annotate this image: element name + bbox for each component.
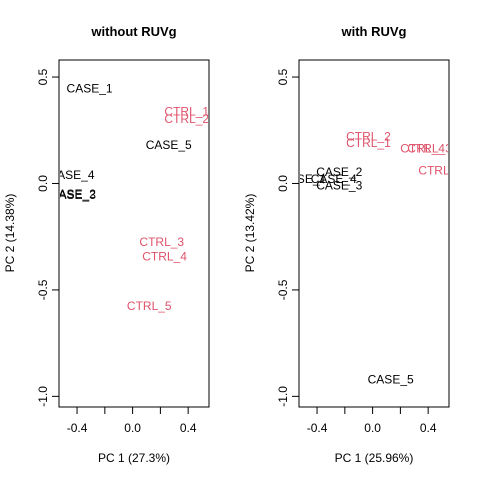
panel-left-title: without RUVg <box>90 24 176 39</box>
panel-left-x-axis: -0.4 0.0 0.4 <box>67 407 197 435</box>
left-point-case-2: CASE_2 <box>50 187 96 201</box>
panel-right-points: CASE_1CASE_2CASE_3CASE_4CASE_5CTRL_1CTRL… <box>280 130 463 387</box>
right-point-case-3: CASE_3 <box>316 179 362 193</box>
panel-right-plot-box <box>298 59 450 408</box>
right-y-tick-label: -1.0 <box>276 386 290 407</box>
panel-left-y-label: PC 2 (14.38%) <box>3 194 17 273</box>
panel-right-y-label: PC 2 (13.42%) <box>243 194 257 273</box>
left-point-case-4: CASE_4 <box>48 168 94 182</box>
left-point-case-5: CASE_5 <box>146 138 192 152</box>
left-point-ctrl-4: CTRL_4 <box>142 249 187 263</box>
left-y-tick-label: 0.0 <box>36 175 50 192</box>
left-x-tick-label: 0.0 <box>124 421 141 435</box>
panel-right: with RUVg -0.4 0.0 0.4 0.5 0.0 -0.5 -1.0 PC 1… <box>243 24 463 465</box>
right-y-tick-label: -0.5 <box>276 279 290 300</box>
left-point-ctrl-3: CTRL_3 <box>139 235 184 249</box>
left-y-tick-label: -1.0 <box>36 386 50 407</box>
right-point-ctrl-5: CTRL_5 <box>418 164 463 178</box>
left-point-case-3: CASE_3 <box>50 188 96 202</box>
left-x-tick-label: 0.4 <box>180 421 197 435</box>
panel-left-points: CASE_1CASE_2CASE_3CASE_4CASE_5CTRL_1CTRL… <box>48 82 209 313</box>
panel-left-x-label: PC 1 (27.3%) <box>98 451 170 465</box>
right-point-case-2: CASE_2 <box>316 165 362 179</box>
panel-left-plot-box <box>58 59 210 408</box>
right-point-case-5: CASE_5 <box>368 372 414 386</box>
right-point-ctrl-4: CTRL_4 <box>400 141 445 155</box>
left-point-ctrl-1: CTRL_1 <box>164 105 209 119</box>
right-x-tick-label: 0.4 <box>420 421 437 435</box>
left-y-tick-label: 0.5 <box>36 68 50 85</box>
left-point-case-1: CASE_1 <box>67 82 113 96</box>
panel-left-y-axis: 0.5 0.0 -0.5 -1.0 <box>36 68 59 407</box>
right-y-tick-label: 0.0 <box>276 175 290 192</box>
right-x-tick-label: 0.0 <box>364 421 381 435</box>
panel-right-x-axis: -0.4 0.0 0.4 <box>307 407 437 435</box>
left-y-tick-label: -0.5 <box>36 279 50 300</box>
right-x-tick-label: -0.4 <box>307 421 328 435</box>
left-point-ctrl-5: CTRL_5 <box>127 299 172 313</box>
right-y-tick-label: 0.5 <box>276 68 290 85</box>
panel-right-x-label: PC 1 (25.96%) <box>335 451 414 465</box>
right-point-ctrl-1: CTRL_1 <box>346 136 391 150</box>
panel-left: without RUVg -0.4 0.0 0.4 0.5 0.0 -0.5 -1.0 P… <box>3 24 210 465</box>
left-x-tick-label: -0.4 <box>67 421 88 435</box>
left-point-ctrl-2: CTRL_2 <box>164 112 209 126</box>
right-point-case-1: CASE_1 <box>280 172 326 186</box>
panel-right-y-axis: 0.5 0.0 -0.5 -1.0 <box>276 68 299 407</box>
panel-right-title: with RUVg <box>341 24 407 39</box>
right-point-ctrl-3: CTRL_3 <box>407 141 452 155</box>
right-point-case-4: CASE_4 <box>311 172 357 186</box>
right-point-ctrl-2: CTRL_2 <box>346 130 391 144</box>
